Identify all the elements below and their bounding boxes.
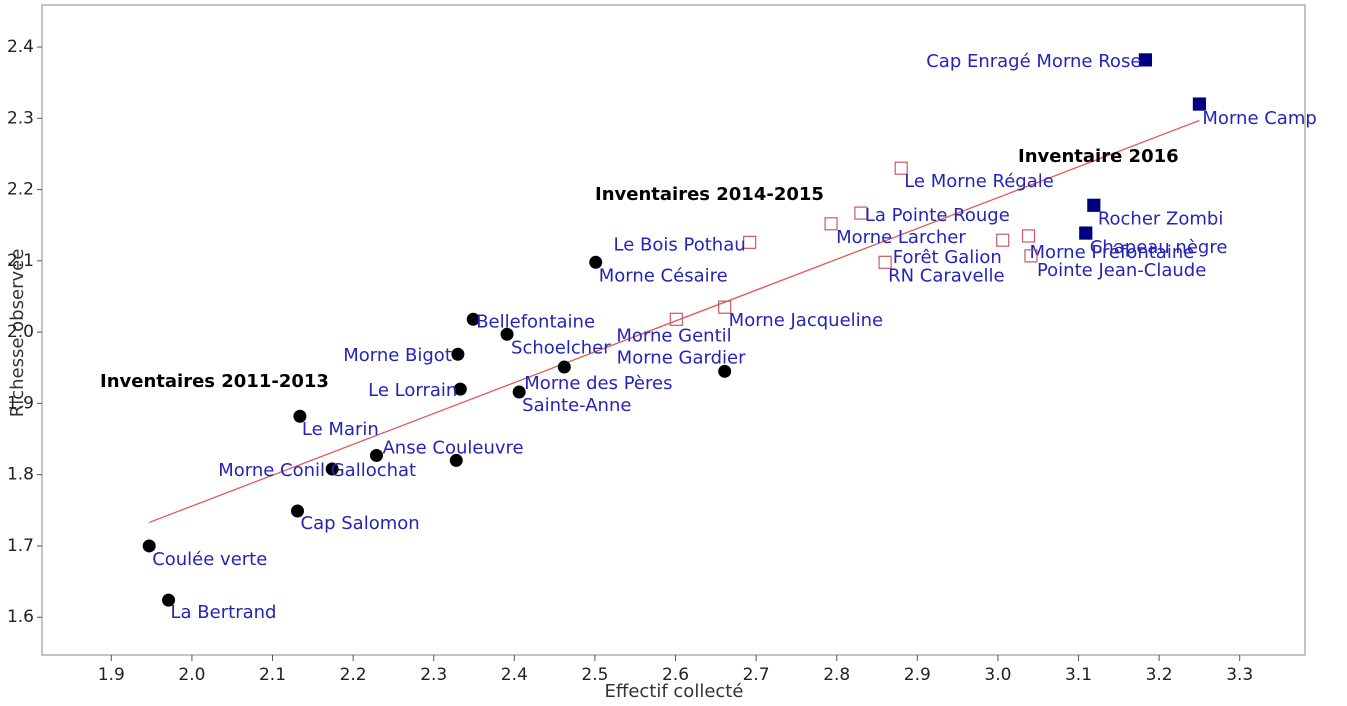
point-label: La Bertrand	[171, 602, 277, 623]
point-label: Le Bois Pothau	[614, 234, 746, 255]
x-tick-label: 2.6	[662, 665, 689, 685]
y-tick-label: 1.7	[7, 536, 34, 556]
point	[996, 233, 1010, 247]
x-tick-label: 3.3	[1226, 665, 1253, 685]
group-label: Inventaires 2011-2013	[100, 371, 329, 392]
point-label: Morne Gentil	[616, 325, 731, 346]
point	[451, 347, 465, 361]
x-tick-label: 2.9	[904, 665, 931, 685]
point-label: Morne des Pères	[524, 373, 672, 394]
trend-line	[148, 119, 1200, 524]
point-label: Le Lorrain	[368, 380, 457, 401]
point	[1087, 198, 1101, 212]
point-label: Coulée verte	[152, 549, 267, 570]
point-label: Morne Préfontaine	[1030, 242, 1195, 263]
point-label: Le Morne Régale	[904, 171, 1054, 192]
point	[1079, 226, 1093, 240]
point-label: Morne Bigot	[343, 345, 452, 366]
point-label: Schoelcher	[511, 337, 611, 358]
point	[1021, 229, 1036, 243]
point	[512, 385, 526, 399]
point	[669, 312, 683, 326]
point-label: Rocher Zombi	[1098, 208, 1224, 229]
point-label: Morne Jacqueline	[729, 310, 883, 331]
point	[1138, 53, 1153, 67]
x-tick-label: 2.3	[420, 665, 447, 685]
point	[718, 364, 732, 378]
point	[500, 327, 514, 341]
y-tick-label: 2.0	[7, 322, 34, 342]
group-label: Inventaire 2016	[1018, 146, 1179, 167]
x-tick-label: 2.7	[743, 665, 770, 685]
x-axis-label: Effectif collecté	[605, 681, 744, 702]
point-label: Pointe Jean-Claude	[1037, 260, 1206, 281]
point	[589, 255, 603, 269]
point-label: Le Marin	[302, 419, 379, 440]
point	[557, 360, 571, 374]
point	[291, 504, 305, 518]
point-label: Morne Conil Gallochat	[218, 460, 416, 481]
point-label: La Pointe Rouge	[865, 205, 1010, 226]
point-label: Morne Césaire	[599, 265, 728, 286]
point	[293, 409, 307, 423]
point	[449, 453, 463, 467]
y-tick-label: 1.9	[7, 393, 34, 413]
point	[142, 539, 156, 553]
x-tick-label: 3.0	[984, 665, 1011, 685]
x-tick-label: 1.9	[98, 665, 125, 685]
x-tick-label: 3.2	[1146, 665, 1173, 685]
point-label: RN Caravelle	[888, 265, 1005, 286]
point	[162, 593, 176, 607]
y-axis-label: Richesse observée	[7, 249, 28, 418]
group-label: Inventaires 2014-2015	[595, 184, 824, 205]
point-label: Sainte-Anne	[522, 395, 631, 416]
x-tick-label: 2.1	[259, 665, 286, 685]
y-tick-label: 1.8	[7, 465, 34, 485]
point	[878, 255, 892, 269]
x-tick-label: 3.1	[1065, 665, 1092, 685]
x-tick-label: 2.8	[823, 665, 850, 685]
y-tick-label: 2.3	[7, 108, 34, 128]
x-tick-label: 2.5	[581, 665, 608, 685]
point	[453, 382, 467, 396]
x-tick-label: 2.2	[340, 665, 367, 685]
point-label: Forêt Galion	[893, 247, 1002, 268]
point-label: Cap Enragé Morne Rose	[926, 51, 1141, 72]
point-label: Morne Larcher	[836, 227, 966, 248]
point-label: Anse Couleuvre	[382, 437, 523, 458]
point	[325, 462, 339, 476]
point	[1024, 249, 1038, 263]
point	[369, 448, 383, 462]
y-tick-label: 1.6	[7, 607, 34, 627]
y-tick-label: 2.1	[7, 251, 34, 271]
point	[718, 300, 732, 314]
point	[1192, 97, 1207, 111]
point-label: Chapeau nègre	[1090, 237, 1228, 258]
x-tick-label: 2.0	[178, 665, 205, 685]
point-label: Bellefontaine	[476, 311, 595, 332]
point	[743, 235, 757, 249]
x-tick-label: 2.4	[501, 665, 528, 685]
point	[824, 217, 838, 231]
point-label: Cap Salomon	[301, 513, 420, 534]
plot-frame	[41, 4, 1306, 656]
point	[894, 161, 908, 175]
y-tick-label: 2.4	[7, 37, 34, 57]
point-label: Morne Gardier	[617, 347, 746, 368]
y-tick-label: 2.2	[7, 180, 34, 200]
point	[466, 312, 480, 326]
point	[854, 206, 868, 220]
point-label: Morne Camp	[1202, 108, 1316, 129]
